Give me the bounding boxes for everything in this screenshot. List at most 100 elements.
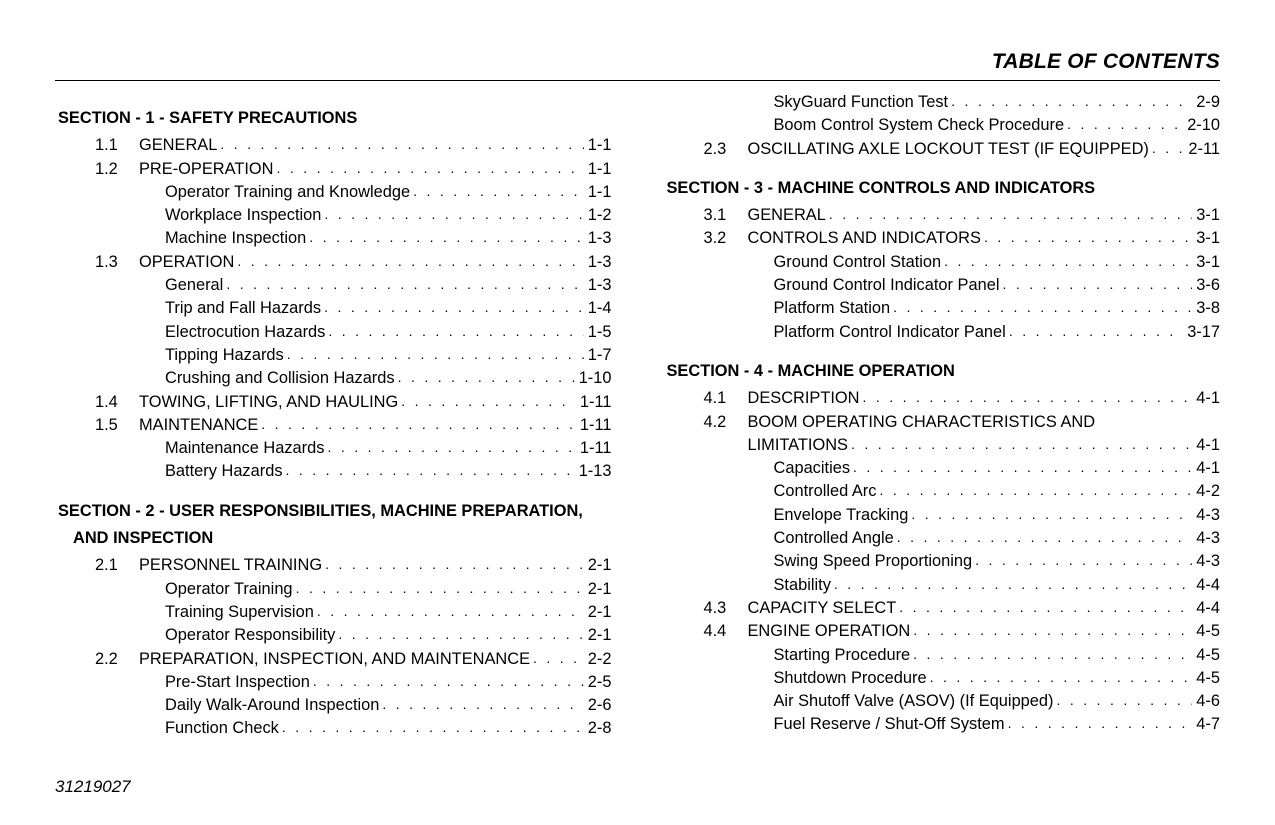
- toc-entry: 4.4ENGINE OPERATION4-5: [704, 620, 1221, 643]
- toc-entry-page: 3-17: [1183, 321, 1220, 344]
- toc-leader: [1006, 322, 1183, 342]
- toc-entry-page: 1-10: [575, 367, 612, 390]
- toc-leader: [379, 695, 583, 715]
- toc-entry-page: 3-8: [1192, 297, 1220, 320]
- toc-entry-label: Swing Speed Proportioning: [774, 550, 973, 573]
- toc-entry-page: 4-2: [1192, 480, 1220, 503]
- toc-entry-label: Fuel Reserve / Shut-Off System: [774, 713, 1005, 736]
- toc-subentry: Shutdown Procedure4-5: [704, 667, 1221, 690]
- toc-entry-label: LIMITATIONS: [748, 434, 848, 457]
- toc-entry-label: Operator Training and Knowledge: [165, 181, 410, 204]
- toc-entry-page: 2-9: [1192, 91, 1220, 114]
- toc-subentry: Operator Training and Knowledge1-1: [95, 181, 612, 204]
- toc-entry-label: GENERAL: [748, 204, 826, 227]
- section-heading: SECTION - 1 - SAFETY PRECAUTIONS: [55, 107, 612, 130]
- toc-subentry: Electrocution Hazards1-5: [95, 321, 612, 344]
- toc-leader: [890, 298, 1192, 318]
- toc-entry-number: 3.1: [704, 204, 748, 227]
- toc-leader: [273, 159, 583, 179]
- toc-entry-page: 4-3: [1192, 550, 1220, 573]
- section-heading: SECTION - 2 - USER RESPONSIBILITIES, MAC…: [55, 500, 612, 523]
- toc-leader: [972, 551, 1192, 571]
- toc-entry-label: Pre-Start Inspection: [165, 671, 310, 694]
- toc-entry-page: 2-1: [584, 624, 612, 647]
- toc-leader: [908, 505, 1192, 525]
- toc-subentry: Workplace Inspection1-2: [95, 204, 612, 227]
- toc-entry-number: 1.5: [95, 414, 139, 437]
- toc-entry-page: 2-1: [584, 578, 612, 601]
- toc-entry-page: 4-5: [1192, 620, 1220, 643]
- toc-columns: SECTION - 1 - SAFETY PRECAUTIONS1.1GENER…: [55, 91, 1220, 751]
- toc-entry: 1.3OPERATION1-3: [95, 251, 612, 274]
- toc-entry-cont: LIMITATIONS 4-1: [704, 434, 1221, 457]
- toc-subentry: Platform Station 3-8: [704, 297, 1221, 320]
- toc-entry-label: OPERATION: [139, 251, 234, 274]
- toc-entry-label: PRE-OPERATION: [139, 158, 273, 181]
- toc-leader: [1064, 115, 1183, 135]
- toc-leader: [1149, 139, 1185, 159]
- toc-entry-label: DESCRIPTION: [748, 387, 860, 410]
- toc-entry-page: 2-6: [584, 694, 612, 717]
- toc-entry-page: 4-6: [1192, 690, 1220, 713]
- toc-subentry: Capacities4-1: [704, 457, 1221, 480]
- toc-entry-page: 4-5: [1192, 644, 1220, 667]
- toc-subentry: Function Check2-8: [95, 717, 612, 740]
- toc-entry-page: 1-5: [584, 321, 612, 344]
- toc-entry-label: CONTROLS AND INDICATORS: [748, 227, 981, 250]
- toc-entry-label: Controlled Arc: [774, 480, 877, 503]
- toc-entry: 1.4TOWING, LIFTING, AND HAULING1-11: [95, 391, 612, 414]
- toc-leader: [927, 668, 1193, 688]
- toc-entry-number: 2.3: [704, 138, 748, 161]
- toc-subentry: Battery Hazards1-13: [95, 460, 612, 483]
- toc-entry-number: 3.2: [704, 227, 748, 250]
- toc-entry-page: 1-11: [576, 437, 612, 460]
- toc-leader: [284, 345, 584, 365]
- toc-leader: [1005, 714, 1193, 734]
- toc-entry-number: 4.2: [704, 411, 748, 434]
- toc-entry-page: 3-1: [1192, 204, 1220, 227]
- toc-leader: [322, 555, 584, 575]
- toc-leader: [894, 528, 1193, 548]
- header-rule: [55, 80, 1220, 81]
- toc-entry-page: 4-4: [1192, 574, 1220, 597]
- footer-docnum: 31219027: [55, 777, 131, 797]
- toc-leader: [831, 575, 1192, 595]
- toc-subentry: Controlled Arc 4-2: [704, 480, 1221, 503]
- toc-entry-page: 1-3: [584, 274, 612, 297]
- toc-entry-label: Ground Control Indicator Panel: [774, 274, 1000, 297]
- toc-leader: [325, 322, 583, 342]
- toc-leader: [1054, 691, 1193, 711]
- toc-leader: [321, 298, 584, 318]
- toc-entry-page: 2-8: [584, 717, 612, 740]
- toc-subentry: Envelope Tracking4-3: [704, 504, 1221, 527]
- toc-entry: 3.1GENERAL 3-1: [704, 204, 1221, 227]
- toc-leader: [910, 645, 1192, 665]
- toc-entry-label: Platform Station: [774, 297, 891, 320]
- toc-entry-page: 1-2: [584, 204, 612, 227]
- toc-subentry: Boom Control System Check Procedure2-10: [704, 114, 1221, 137]
- toc-entry-label: PERSONNEL TRAINING: [139, 554, 322, 577]
- toc-entry-page: 1-1: [584, 158, 612, 181]
- toc-leader: [398, 392, 576, 412]
- toc-entry-page: 1-13: [575, 460, 612, 483]
- toc-subentry: Tipping Hazards1-7: [95, 344, 612, 367]
- toc-leader: [941, 252, 1192, 272]
- toc-entry-label: Trip and Fall Hazards: [165, 297, 321, 320]
- toc-entry-label: Controlled Angle: [774, 527, 894, 550]
- toc-entry-page: 1-4: [584, 297, 612, 320]
- toc-subentry: Starting Procedure4-5: [704, 644, 1221, 667]
- toc-leader: [860, 388, 1193, 408]
- toc-entry-label: Shutdown Procedure: [774, 667, 927, 690]
- toc-entry-label: General: [165, 274, 223, 297]
- toc-entry-label: Training Supervision: [165, 601, 314, 624]
- toc-entry-label: Stability: [774, 574, 831, 597]
- toc-entry: 3.2CONTROLS AND INDICATORS3-1: [704, 227, 1221, 250]
- toc-entry: 2.2PREPARATION, INSPECTION, AND MAINTENA…: [95, 648, 612, 671]
- toc-entry-number: 4.4: [704, 620, 748, 643]
- toc-entry-page: 4-1: [1192, 434, 1220, 457]
- toc-entry-label: Daily Walk-Around Inspection: [165, 694, 379, 717]
- toc-leader: [896, 598, 1192, 618]
- toc-subentry: General 1-3: [95, 274, 612, 297]
- toc-entry-label: SkyGuard Function Test: [774, 91, 949, 114]
- toc-entry: 4.3CAPACITY SELECT4-4: [704, 597, 1221, 620]
